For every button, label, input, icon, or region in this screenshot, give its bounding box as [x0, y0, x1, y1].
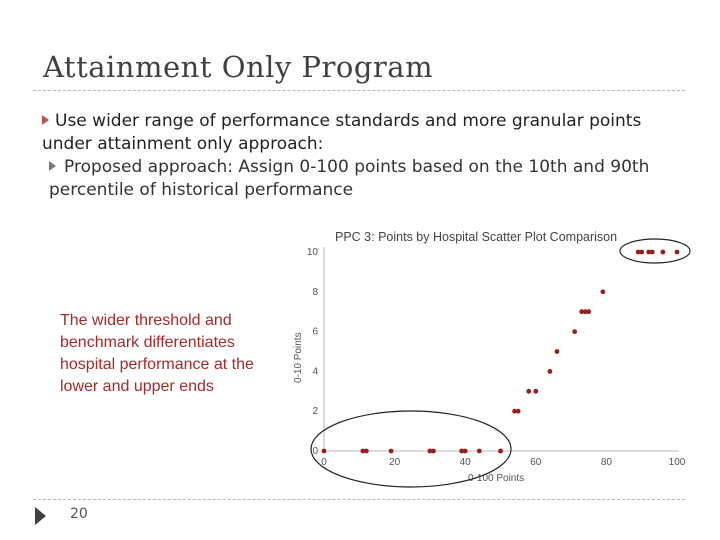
scatter-point — [547, 369, 553, 374]
y-tick-label: 10 — [307, 247, 319, 258]
scatter-point — [586, 309, 592, 315]
page-number: 20 — [70, 506, 88, 522]
bullet-2-text: Proposed approach: Assign 0-100 points b… — [33, 156, 653, 202]
scatter-point — [360, 448, 366, 454]
y-tick-label: 6 — [312, 327, 318, 338]
x-tick-label: 100 — [669, 457, 686, 468]
bullet-level-2: Proposed approach: Assign 0-100 points b… — [33, 156, 653, 202]
bullet-1-text: Use wider range of performance standards… — [28, 110, 668, 156]
x-tick-label: 0 — [321, 457, 327, 468]
footer-arrow-icon — [35, 507, 46, 525]
x-tick-label: 60 — [530, 457, 542, 468]
x-tick-label: 40 — [460, 457, 472, 468]
scatter-point — [427, 448, 433, 454]
data-points — [321, 249, 680, 454]
scatter-point — [554, 349, 560, 354]
scatter-point — [512, 408, 518, 414]
scatter-point — [459, 448, 465, 454]
y-tick-label: 2 — [312, 406, 318, 417]
sub-bullet-marker-icon — [49, 161, 56, 171]
upper-end-highlight-ellipse — [619, 238, 691, 264]
scatter-point — [639, 249, 645, 255]
scatter-point — [431, 448, 436, 454]
scatter-point — [582, 309, 588, 315]
lower-end-highlight-ellipse — [310, 410, 512, 488]
chart-title: PPC 3: Points by Hospital Scatter Plot C… — [335, 230, 617, 244]
slide-title: Attainment Only Program — [43, 50, 434, 84]
y-axis-label: 0-10 Points — [293, 332, 304, 383]
footer-divider — [33, 499, 685, 500]
scatter-point — [321, 448, 327, 454]
scatter-point — [388, 448, 394, 454]
scatter-point — [635, 249, 641, 255]
scatter-point — [363, 448, 369, 454]
scatter-point — [572, 329, 578, 334]
scatter-point — [646, 249, 652, 255]
bullet-2-label: Proposed approach: Assign 0-100 points b… — [49, 157, 650, 200]
x-tick-label: 20 — [389, 457, 401, 468]
scatter-point — [476, 448, 482, 454]
scatter-point — [533, 388, 539, 394]
scatter-point — [526, 388, 532, 394]
bullet-level-1: Use wider range of performance standards… — [28, 110, 668, 156]
callout-text: The wider threshold and benchmark differ… — [60, 312, 254, 395]
bullet-marker-icon — [42, 115, 49, 125]
scatter-point — [600, 289, 606, 295]
scatter-point — [498, 448, 503, 454]
y-axis-ticks: 0 2 4 6 8 10 — [307, 247, 319, 457]
scatter-point — [674, 249, 680, 255]
scatter-point — [649, 249, 655, 255]
scatter-point — [660, 249, 666, 255]
y-tick-label: 8 — [312, 287, 318, 298]
title-divider — [33, 90, 685, 91]
x-axis-label: 0-100 Points — [468, 473, 524, 484]
x-axis-ticks: 0 20 40 60 80 100 — [321, 457, 686, 468]
y-tick-label: 4 — [312, 366, 318, 377]
scatter-point — [579, 309, 585, 315]
bullet-1-label: Use wider range of performance standards… — [42, 111, 642, 154]
x-tick-label: 80 — [601, 457, 613, 468]
y-tick-label: 0 — [312, 446, 318, 457]
scatter-point — [515, 408, 521, 414]
scatter-point — [462, 448, 468, 454]
